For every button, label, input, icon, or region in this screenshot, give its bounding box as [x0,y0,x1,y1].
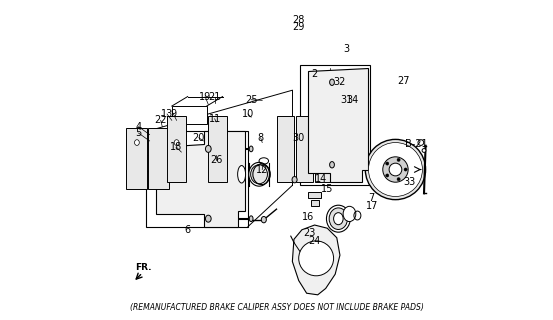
Text: 25: 25 [245,95,257,105]
Circle shape [299,241,333,276]
Text: 34: 34 [347,95,359,105]
Ellipse shape [292,177,297,183]
Polygon shape [156,132,245,227]
Ellipse shape [134,140,139,145]
Ellipse shape [422,148,426,152]
FancyBboxPatch shape [300,65,370,185]
Text: 16: 16 [302,212,314,222]
Ellipse shape [206,215,211,222]
Text: 15: 15 [321,184,333,194]
Circle shape [397,178,400,181]
Polygon shape [308,68,368,182]
Ellipse shape [326,205,350,232]
Ellipse shape [343,206,356,221]
Ellipse shape [249,162,269,186]
Polygon shape [148,128,169,188]
Text: 4: 4 [135,122,142,132]
Polygon shape [167,116,186,182]
Text: 28: 28 [293,15,305,25]
Text: 7: 7 [368,193,375,203]
Polygon shape [295,116,313,182]
Ellipse shape [330,79,335,85]
Text: 6: 6 [185,225,191,235]
FancyBboxPatch shape [147,132,248,227]
Text: 10: 10 [242,109,254,119]
Bar [308,192,321,198]
Bar [311,200,319,206]
Circle shape [397,158,400,162]
Ellipse shape [249,146,253,152]
Circle shape [389,163,402,176]
Ellipse shape [249,216,253,221]
Text: 3: 3 [343,44,349,54]
Text: 14: 14 [315,174,327,184]
Ellipse shape [329,208,347,229]
Ellipse shape [333,213,343,225]
Polygon shape [276,116,294,182]
Text: 2: 2 [311,69,317,79]
Text: 9: 9 [170,109,176,119]
Circle shape [368,142,422,196]
Text: (REMANUFACTURED BRAKE CALIPER ASSY DOES NOT INCLUDE BRAKE PADS): (REMANUFACTURED BRAKE CALIPER ASSY DOES … [129,303,424,312]
Text: 27: 27 [397,76,410,86]
Circle shape [366,140,426,200]
Text: 24: 24 [309,236,321,246]
Polygon shape [172,106,207,124]
Text: 11: 11 [208,114,221,124]
Text: 20: 20 [192,133,205,143]
Text: 13: 13 [161,109,173,119]
Polygon shape [208,116,227,182]
Text: 33: 33 [404,177,416,187]
Ellipse shape [330,162,335,168]
Text: FR.: FR. [135,263,152,272]
Ellipse shape [238,165,246,183]
Text: 29: 29 [293,22,305,32]
Text: 18: 18 [170,142,182,152]
Text: 26: 26 [210,155,222,165]
Text: 23: 23 [304,228,316,238]
Text: 19: 19 [199,92,211,101]
Ellipse shape [251,165,268,184]
Text: 32: 32 [334,77,346,87]
Ellipse shape [174,140,179,145]
Text: 8: 8 [258,133,264,143]
Polygon shape [293,225,340,295]
Text: 12: 12 [256,164,268,174]
Text: 5: 5 [135,128,142,138]
Circle shape [385,174,389,177]
Text: 22: 22 [154,115,167,125]
Text: 17: 17 [366,201,378,211]
Text: B-21: B-21 [405,139,427,149]
Circle shape [383,157,408,182]
Text: 30: 30 [293,133,305,143]
Ellipse shape [206,145,211,152]
Circle shape [404,168,407,171]
Ellipse shape [261,216,267,223]
Polygon shape [315,116,332,182]
Ellipse shape [418,140,424,145]
Circle shape [385,162,389,165]
Polygon shape [127,128,147,188]
Text: 21: 21 [208,92,221,101]
Text: 31: 31 [340,95,352,105]
